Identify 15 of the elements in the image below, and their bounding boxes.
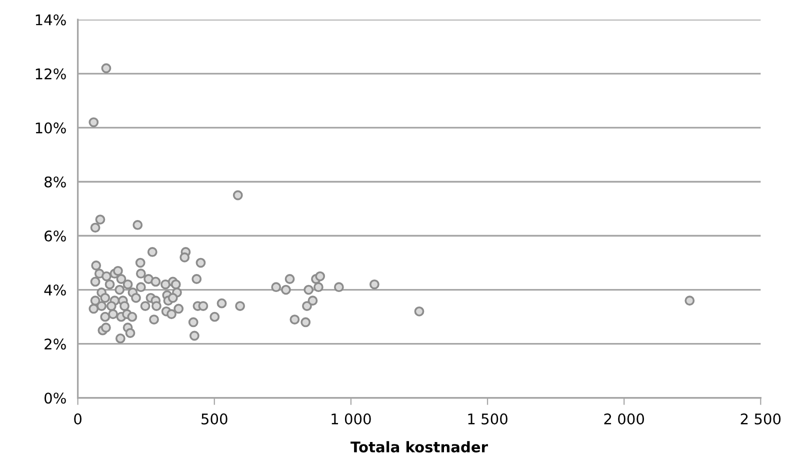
x-axis-title: Totala kostnader	[350, 441, 488, 452]
y-tick-label: 2%	[44, 338, 66, 350]
y-tick-label: 0%	[44, 392, 66, 404]
x-tick-label: 2 500	[740, 413, 781, 424]
y-tick-label: 8%	[44, 176, 66, 188]
x-tick-label: 2 000	[604, 413, 644, 424]
x-tick-label: 1 000	[332, 413, 371, 424]
y-tick-label: 6%	[44, 230, 66, 242]
x-tick-label: 0	[74, 413, 82, 424]
y-tick-label: 4%	[44, 284, 66, 296]
y-tick-label: 14%	[36, 14, 66, 26]
x-tick-label: 1 500	[468, 413, 508, 424]
y-tick-label: 10%	[36, 122, 66, 134]
y-tick-label: 12%	[36, 68, 66, 80]
x-tick-label: 500	[202, 413, 228, 424]
